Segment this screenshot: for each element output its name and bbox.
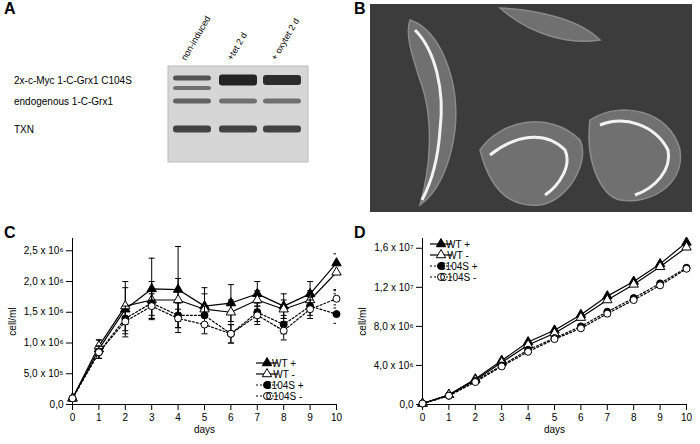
svg-text:10: 10 [331,412,343,423]
svg-text:2: 2 [123,412,129,423]
svg-text:0: 0 [70,412,76,423]
svg-text:7: 7 [255,412,261,423]
svg-text:WT -: WT - [273,369,294,380]
svg-text:days: days [544,424,565,435]
html-text:D: D [354,224,366,241]
svg-text:9: 9 [657,412,663,423]
svg-text:cell/ml: cell/ml [357,307,368,335]
svg-text:3: 3 [499,412,505,423]
svg-text:7: 7 [605,412,611,423]
svg-text:WT +: WT + [272,358,296,369]
svg-text:2: 2 [473,412,479,423]
svg-text:2,0 x 10⁶: 2,0 x 10⁶ [24,276,64,287]
svg-text:0: 0 [420,412,426,423]
svg-text:non-induced: non-induced [179,14,212,62]
svg-text:1: 1 [96,412,102,423]
svg-text:TXN: TXN [14,124,34,135]
svg-text:2x-c-Myc 1-C-Grx1 C104S: 2x-c-Myc 1-C-Grx1 C104S [14,75,132,86]
svg-text:1: 1 [446,412,452,423]
svg-text:1,0 x 10⁶: 1,0 x 10⁶ [24,337,64,348]
svg-text:6: 6 [228,412,234,423]
svg-text:C104S +: C104S + [438,261,477,272]
svg-text:C104S -: C104S - [266,391,303,402]
svg-text:+tet 2 d: +tet 2 d [225,31,249,62]
svg-text:5,0 x 10⁵: 5,0 x 10⁵ [24,368,64,379]
svg-text:4: 4 [525,412,531,423]
svg-text:cell/ml: cell/ml [7,307,18,335]
svg-text:6: 6 [578,412,584,423]
svg-text:0,0: 0,0 [50,399,64,410]
svg-text:2,5 x 10⁶: 2,5 x 10⁶ [24,245,64,256]
svg-text:WT +: WT + [446,239,470,250]
svg-text:8: 8 [631,412,637,423]
svg-text:9: 9 [307,412,313,423]
svg-text:WT -: WT - [447,250,468,261]
svg-text:4,0 x 10⁶: 4,0 x 10⁶ [374,360,414,371]
svg-text:1,5 x 10⁶: 1,5 x 10⁶ [24,306,64,317]
svg-text:+ oxytet 2 d: + oxytet 2 d [269,16,301,62]
svg-text:0,0: 0,0 [400,399,414,410]
svg-text:3: 3 [149,412,155,423]
html-text:A: A [4,0,16,17]
svg-text:C104S -: C104S - [440,272,477,283]
svg-text:5: 5 [202,412,208,423]
html-text:C: C [4,224,16,241]
svg-text:10: 10 [681,412,693,423]
svg-text:4: 4 [175,412,181,423]
svg-text:endogenous 1-C-Grx1: endogenous 1-C-Grx1 [14,96,113,107]
svg-text:days: days [194,424,215,435]
svg-text:1,6 x 10⁷: 1,6 x 10⁷ [374,242,414,253]
svg-text:8,0 x 10⁶: 8,0 x 10⁶ [374,321,414,332]
svg-text:C104S +: C104S + [264,380,303,391]
html-text:B: B [354,0,366,17]
svg-text:8: 8 [281,412,287,423]
svg-text:1,2 x 10⁷: 1,2 x 10⁷ [374,282,414,293]
svg-text:5: 5 [552,412,558,423]
